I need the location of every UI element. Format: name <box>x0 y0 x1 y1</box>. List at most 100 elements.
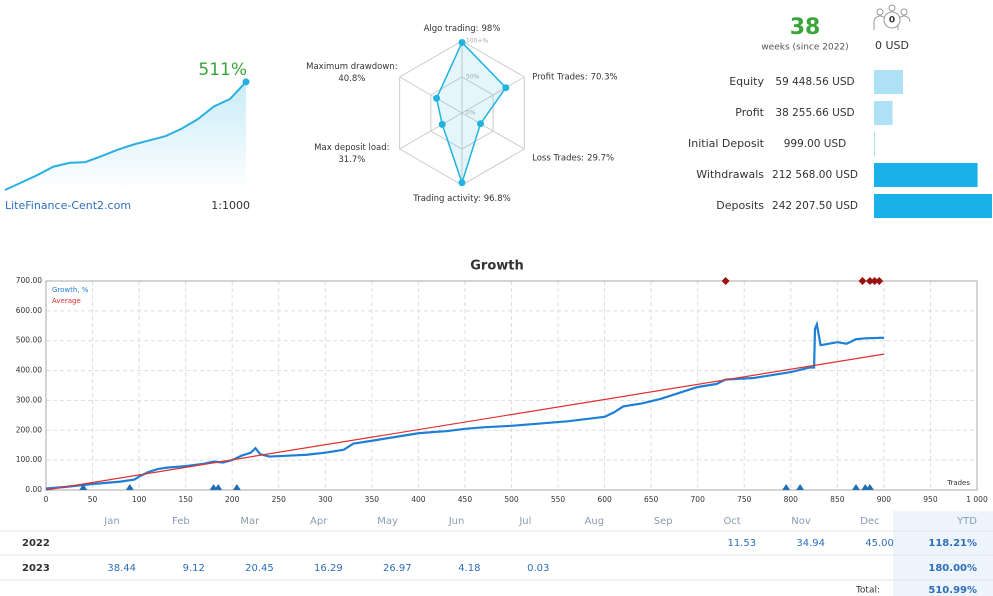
plot-frame <box>45 280 978 491</box>
event-marker <box>721 277 730 285</box>
radar-label: Trading activity: 96.8% <box>412 194 510 204</box>
event-marker <box>875 277 884 285</box>
radar-value: 40.8% <box>338 74 365 84</box>
event-marker <box>782 484 791 490</box>
radar-label: Maximum drawdown: <box>306 62 397 72</box>
x-tick-label: 750 <box>737 495 752 504</box>
x-tick-label: 100 <box>132 495 147 504</box>
radar-category: Profit Trades: <box>532 72 587 82</box>
month-value: 9.12 <box>183 563 205 574</box>
leverage: 1:1000 <box>211 199 250 212</box>
x-tick-label: 300 <box>318 495 333 504</box>
stat-bar <box>874 101 893 125</box>
radar-axis <box>399 76 463 114</box>
y-tick-label: 700.00 <box>16 276 42 285</box>
event-marker <box>851 484 860 490</box>
stat-value: 999.00 USD <box>784 138 847 150</box>
y-tick-label: 500.00 <box>16 336 42 345</box>
stat-bar <box>874 132 875 156</box>
x-tick-label: 150 <box>178 495 193 504</box>
radar-tick-label: 100+% <box>466 38 488 45</box>
radar-point <box>458 38 466 46</box>
x-tick-label: 450 <box>458 495 473 504</box>
month-header: Jan <box>103 516 119 527</box>
x-tick-label: 200 <box>225 495 240 504</box>
stat-label: Withdrawals <box>696 168 764 181</box>
radar-shape <box>435 41 507 186</box>
x-tick-label: 800 <box>784 495 799 504</box>
radar-point <box>433 94 441 102</box>
stat-label: Profit <box>735 106 764 119</box>
x-tick-label: 0 <box>44 495 49 504</box>
growth-area <box>5 81 246 192</box>
radar-category: Algo trading: <box>424 24 479 34</box>
radar-label: Loss Trades: 29.7% <box>532 153 614 163</box>
month-value: 20.45 <box>245 563 274 574</box>
subscriber-icon <box>873 4 911 30</box>
event-marker <box>79 484 88 490</box>
ytd-value: 180.00% <box>928 563 977 574</box>
month-header: Aug <box>585 516 605 527</box>
event-marker <box>232 484 241 490</box>
radar-label: Profit Trades: 70.3% <box>532 72 617 82</box>
stat-value: 212 568.00 USD <box>772 169 858 181</box>
event-marker <box>796 484 805 490</box>
month-header: Feb <box>172 516 190 527</box>
month-value: 0.03 <box>527 563 549 574</box>
subscriber-count: 0 <box>889 16 895 26</box>
radar-label: Max deposit load: <box>314 143 389 153</box>
radar-value: 96.8% <box>484 194 511 204</box>
year: 2022 <box>22 538 50 549</box>
month-value: 16.29 <box>314 563 343 574</box>
stat-label: Initial Deposit <box>688 137 765 150</box>
weeks-label: weeks (since 2022) <box>761 43 848 53</box>
month-value: 11.53 <box>727 538 756 549</box>
series-line <box>45 353 884 491</box>
month-header: May <box>377 516 398 527</box>
radar-tick-label: 0% <box>466 110 476 117</box>
month-value: 4.18 <box>458 563 480 574</box>
month-value: 38.44 <box>107 563 136 574</box>
radar-value: 70.3% <box>591 72 618 82</box>
y-tick-label: 300.00 <box>16 395 42 404</box>
month-value: 26.97 <box>383 563 412 574</box>
x-tick-label: 850 <box>830 495 845 504</box>
year: 2023 <box>22 563 50 574</box>
event-marker <box>865 277 874 285</box>
total-value: 510.99% <box>928 585 977 596</box>
ytd-header: YTD <box>956 516 977 527</box>
stat-label: Deposits <box>716 199 764 212</box>
radar-point <box>502 84 510 92</box>
stat-value: 59 448.56 USD <box>775 76 854 88</box>
radar-point <box>477 120 485 128</box>
growth-end-point <box>242 78 250 86</box>
x-tick-label: 950 <box>923 495 938 504</box>
month-header: Sep <box>654 516 673 527</box>
growth-line <box>4 81 247 191</box>
stat-value: 242 207.50 USD <box>772 200 858 212</box>
stat-value: 38 255.66 USD <box>775 107 854 119</box>
x-tick-label: 250 <box>272 495 287 504</box>
chart-title: Growth <box>470 259 524 274</box>
x-tick-label: 500 <box>504 495 519 504</box>
event-marker <box>865 484 874 490</box>
stat-label: Equity <box>729 75 764 88</box>
ytd-value: 118.21% <box>928 538 977 549</box>
event-marker <box>125 484 134 490</box>
month-header: Mar <box>240 516 260 527</box>
month-header: Jun <box>448 516 465 527</box>
radar-category: Trading activity: <box>412 194 480 204</box>
y-tick-label: 200.00 <box>16 425 42 434</box>
weeks: 38 <box>790 15 821 40</box>
y-tick-label: 600.00 <box>16 306 42 315</box>
legend-entry: Growth, % <box>52 286 89 294</box>
radar-category: Loss Trades: <box>532 153 584 163</box>
month-header: Apr <box>310 516 328 527</box>
event-marker <box>870 277 879 285</box>
broker: LiteFinance-Cent2.com <box>5 199 131 212</box>
x-tick-label: 600 <box>597 495 612 504</box>
total-label: Total: <box>855 586 880 596</box>
stat-bar <box>874 70 903 94</box>
radar-tick-label: 50% <box>466 74 480 81</box>
